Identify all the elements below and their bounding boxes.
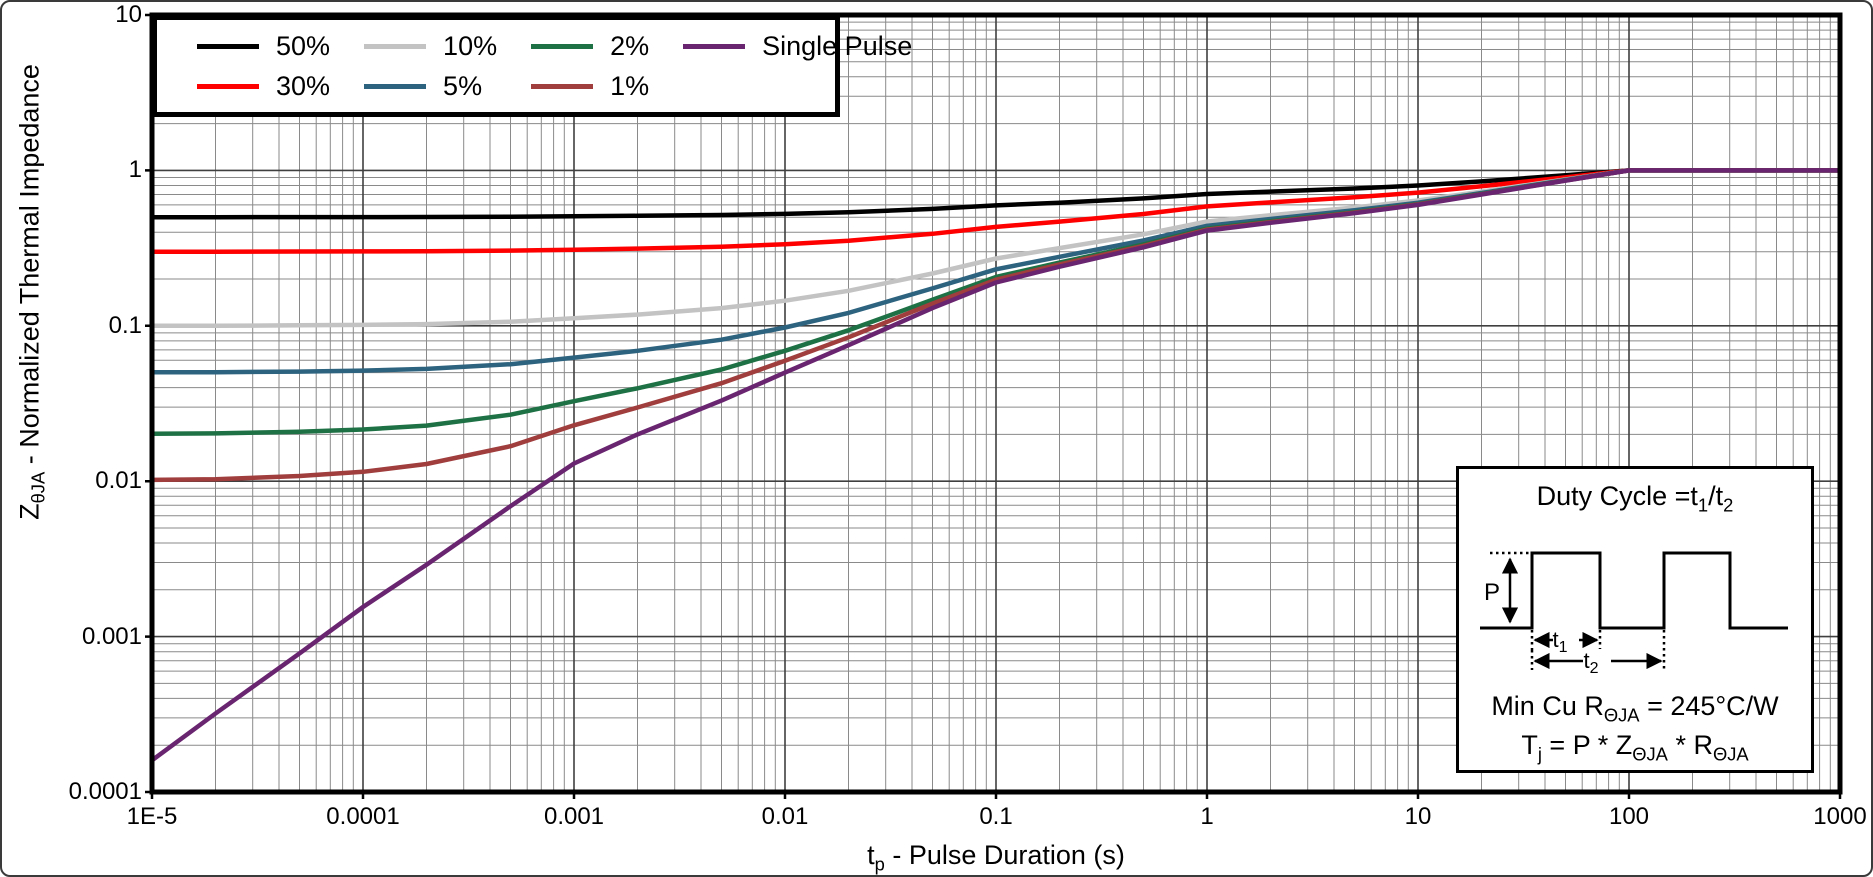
p-label: P (1483, 579, 1499, 606)
inset-formulas: Min Cu RΘJA = 245°C/W Tj = P * ZΘJA * RΘ… (1459, 689, 1811, 766)
legend-label: 1% (610, 70, 650, 101)
legend-swatch (364, 83, 427, 89)
legend-swatch (531, 83, 594, 89)
y-tick-label: 1 (128, 156, 142, 184)
legend-swatch (531, 43, 594, 49)
x-axis-title: tp - Pulse Duration (s) (867, 840, 1125, 875)
legend-item-2-: 2% (531, 31, 649, 62)
y-tick-label: 0.01 (95, 467, 142, 495)
formula-rtheta: Min Cu RΘJA = 245°C/W (1491, 691, 1779, 726)
x-tick-label: 10 (1404, 803, 1432, 830)
t2-dotted-guides (1530, 630, 1665, 671)
x-tick-label: 1E-5 (126, 803, 178, 830)
x-tick-label: 0.0001 (326, 803, 400, 830)
legend-swatch (364, 43, 427, 49)
y-tick-label: 0.001 (81, 622, 142, 650)
legend-label: Single Pulse (762, 30, 913, 61)
legend-label: 2% (610, 30, 650, 61)
t1-label-bg (1552, 628, 1579, 652)
axis-ticks (145, 13, 1842, 799)
y-tick-label: 0.0001 (68, 778, 142, 805)
legend-label: 50% (276, 30, 331, 61)
legend-item-10-: 10% (364, 31, 497, 62)
legend-item-single-pulse: Single Pulse (683, 31, 912, 62)
t1-label: t1 (1552, 627, 1567, 656)
y-axis-title: ZθJA - Normalized Thermal Impedance (14, 64, 49, 520)
x-tick-label: 1 (1200, 803, 1214, 830)
t2-label-bg (1582, 649, 1611, 674)
inset-title: Duty Cycle =t1/t2 (1536, 481, 1734, 516)
legend-swatch (197, 83, 259, 89)
x-tick-label: 100 (1608, 803, 1650, 830)
legend-label: 10% (443, 30, 498, 61)
pulse-train-line (1479, 551, 1788, 630)
t2-label: t2 (1583, 648, 1598, 677)
legend-item-50-: 50% (197, 31, 330, 62)
legend-item-1-: 1% (531, 71, 649, 102)
duty-cycle-inset: Duty Cycle =t1/t2 P t1 t2 (1456, 466, 1814, 773)
x-tick-label: 0.1 (979, 803, 1013, 830)
x-tick-label: 0.01 (761, 803, 809, 830)
legend-swatch (683, 43, 746, 49)
legend-item-30-: 30% (197, 71, 330, 102)
legend-swatch (197, 43, 259, 49)
y-tick-label: 0.1 (108, 311, 142, 339)
pulse-waveform-diagram: P t1 t2 (1479, 551, 1788, 677)
formula-tj: Tj = P * ZΘJA * RΘJA (1521, 730, 1749, 765)
x-tick-label: 1000 (1813, 803, 1867, 830)
series-line-single-pulse (149, 168, 1843, 763)
y-tick-label: 10 (115, 1, 142, 28)
legend-item-5-: 5% (364, 71, 497, 102)
x-tick-label: 0.001 (543, 803, 605, 830)
legend: 50% 10% 2% Single Pulse 30% 5% 1% (152, 15, 912, 117)
legend-label: 5% (443, 70, 483, 101)
legend-label: 30% (276, 70, 331, 101)
